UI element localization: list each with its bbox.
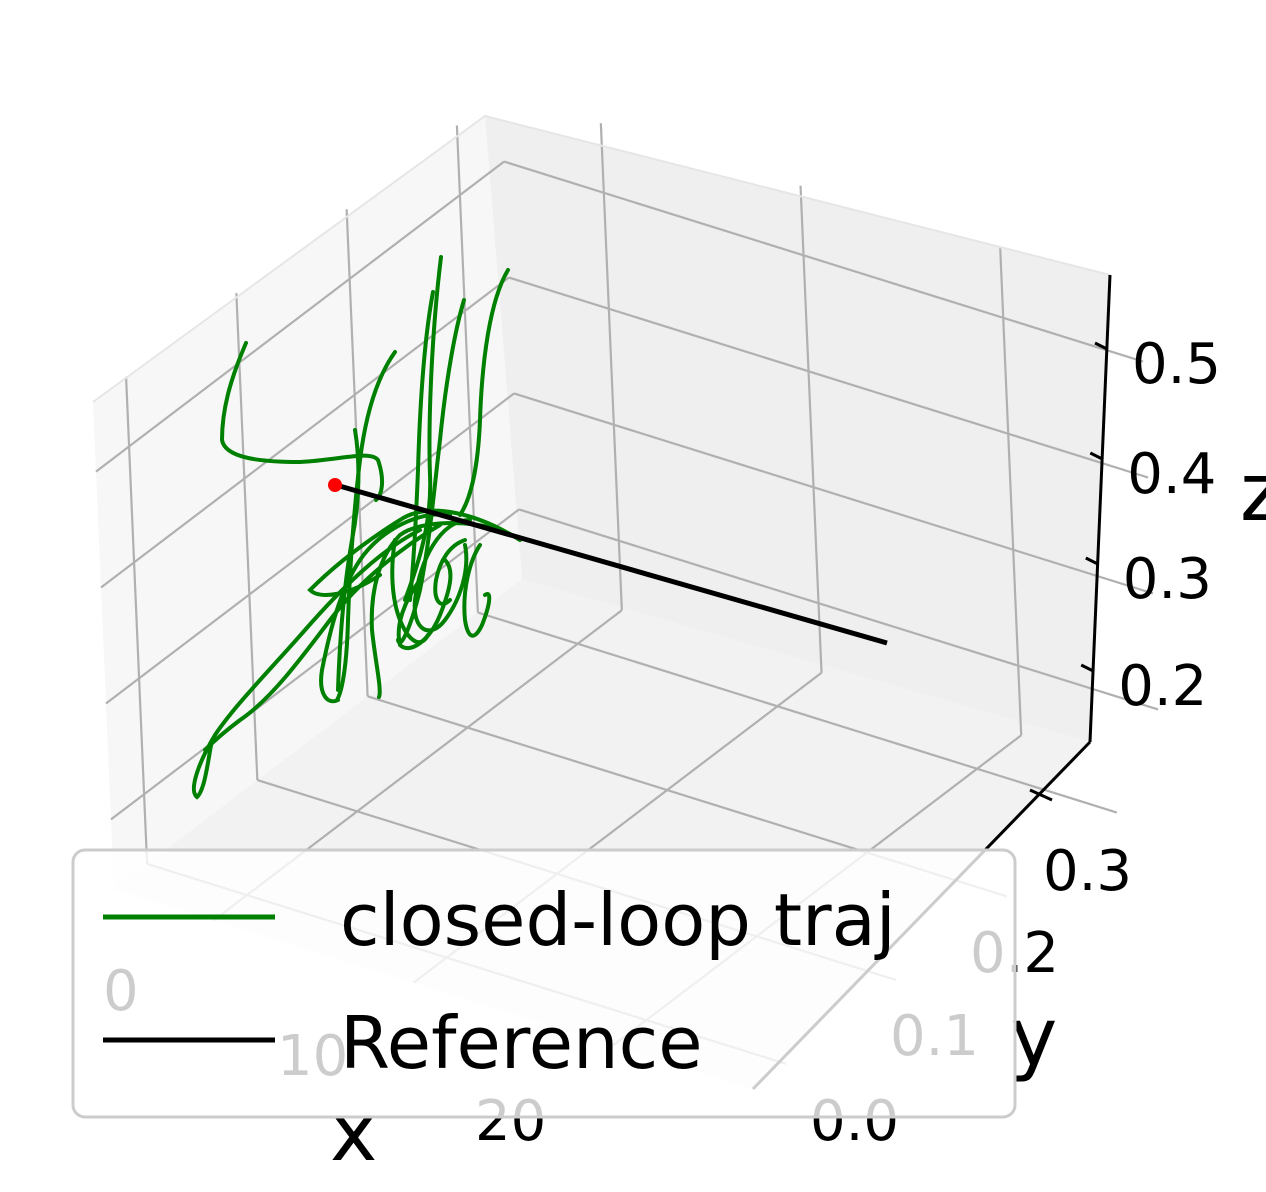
- z-tick-mark: [1085, 556, 1099, 566]
- y-tick-mark: [1029, 788, 1053, 802]
- start-marker: [328, 478, 342, 492]
- y-tick-label: 0.3: [1043, 839, 1132, 904]
- z-axis-line: [1088, 274, 1112, 743]
- legend: closed-loop traj Reference: [71, 848, 1017, 1119]
- closed-loop-traj-segment: [307, 508, 522, 597]
- closed-loop-traj-segment: [433, 538, 467, 606]
- closed-loop-traj-segment: [412, 518, 472, 633]
- closed-loop-traj-segment: [462, 543, 492, 638]
- gridline-z-left: [95, 160, 505, 473]
- closed-loop-traj-segment: [319, 512, 452, 704]
- pane-edge-top: [92, 114, 1111, 403]
- gridline-y-left: [455, 125, 479, 613]
- gridline-x-back: [599, 123, 623, 611]
- closed-loop-traj-segment: [336, 428, 361, 692]
- gridline-x-back: [799, 185, 823, 673]
- gridline-x-back: [999, 248, 1023, 736]
- z-tick-mark: [1080, 663, 1094, 673]
- gridline-z-left: [105, 392, 515, 705]
- gridline-z-left: [110, 508, 520, 821]
- gridline-z-back: [513, 392, 1154, 595]
- closed-loop-traj-segment: [396, 558, 453, 651]
- closed-loop-traj-segment: [408, 290, 435, 602]
- closed-loop-traj-segment: [219, 341, 385, 502]
- closed-loop-traj-segment: [403, 255, 443, 602]
- closed-loop-traj-segment: [396, 298, 466, 645]
- pane-left: [93, 116, 522, 889]
- z-tick-mark: [1089, 451, 1103, 461]
- gridline-y-left: [124, 376, 149, 864]
- gridline-z-back: [503, 160, 1144, 363]
- y-axis-label: y: [1010, 991, 1057, 1084]
- pane-back: [485, 116, 1110, 742]
- legend-label-closed-loop: closed-loop traj: [340, 878, 896, 962]
- z-tick-mark: [1094, 341, 1108, 351]
- gridline-z-back: [518, 508, 1159, 711]
- gridline-z-left: [100, 276, 510, 589]
- closed-loop-traj-segment: [458, 268, 510, 517]
- gridline-z-back: [508, 276, 1149, 479]
- z-tick-label: 0.5: [1132, 332, 1221, 397]
- z-tick-label: 0.3: [1123, 547, 1212, 612]
- pane-edges: [92, 114, 1111, 403]
- legend-box: [71, 848, 1017, 1119]
- z-tick-label: 0.4: [1127, 442, 1216, 507]
- gridline-y-left: [235, 293, 259, 781]
- legend-label-reference: Reference: [340, 1001, 703, 1085]
- gridline-y-floor: [477, 611, 1118, 814]
- reference-line: [335, 482, 888, 646]
- series-layer: [191, 255, 888, 800]
- z-axis-label: z: [1240, 446, 1266, 539]
- closed-loop-traj-segment: [191, 528, 422, 800]
- z-tick-label: 0.2: [1118, 654, 1207, 719]
- closed-loop-traj-segment: [390, 538, 430, 645]
- z-axis: 0.2 0.3 0.4 0.5 z: [1080, 274, 1266, 743]
